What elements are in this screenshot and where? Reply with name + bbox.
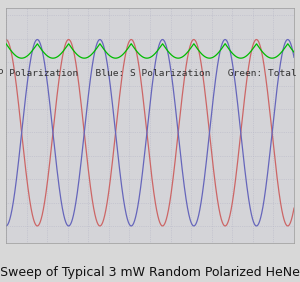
Text: Mode Sweep of Typical 3 mW Random Polarized HeNe Laser: Mode Sweep of Typical 3 mW Random Polari… — [0, 266, 300, 279]
Text: Red: P Polarization   Blue: S Polarization   Green: Total Power: Red: P Polarization Blue: S Polarization… — [0, 69, 300, 78]
